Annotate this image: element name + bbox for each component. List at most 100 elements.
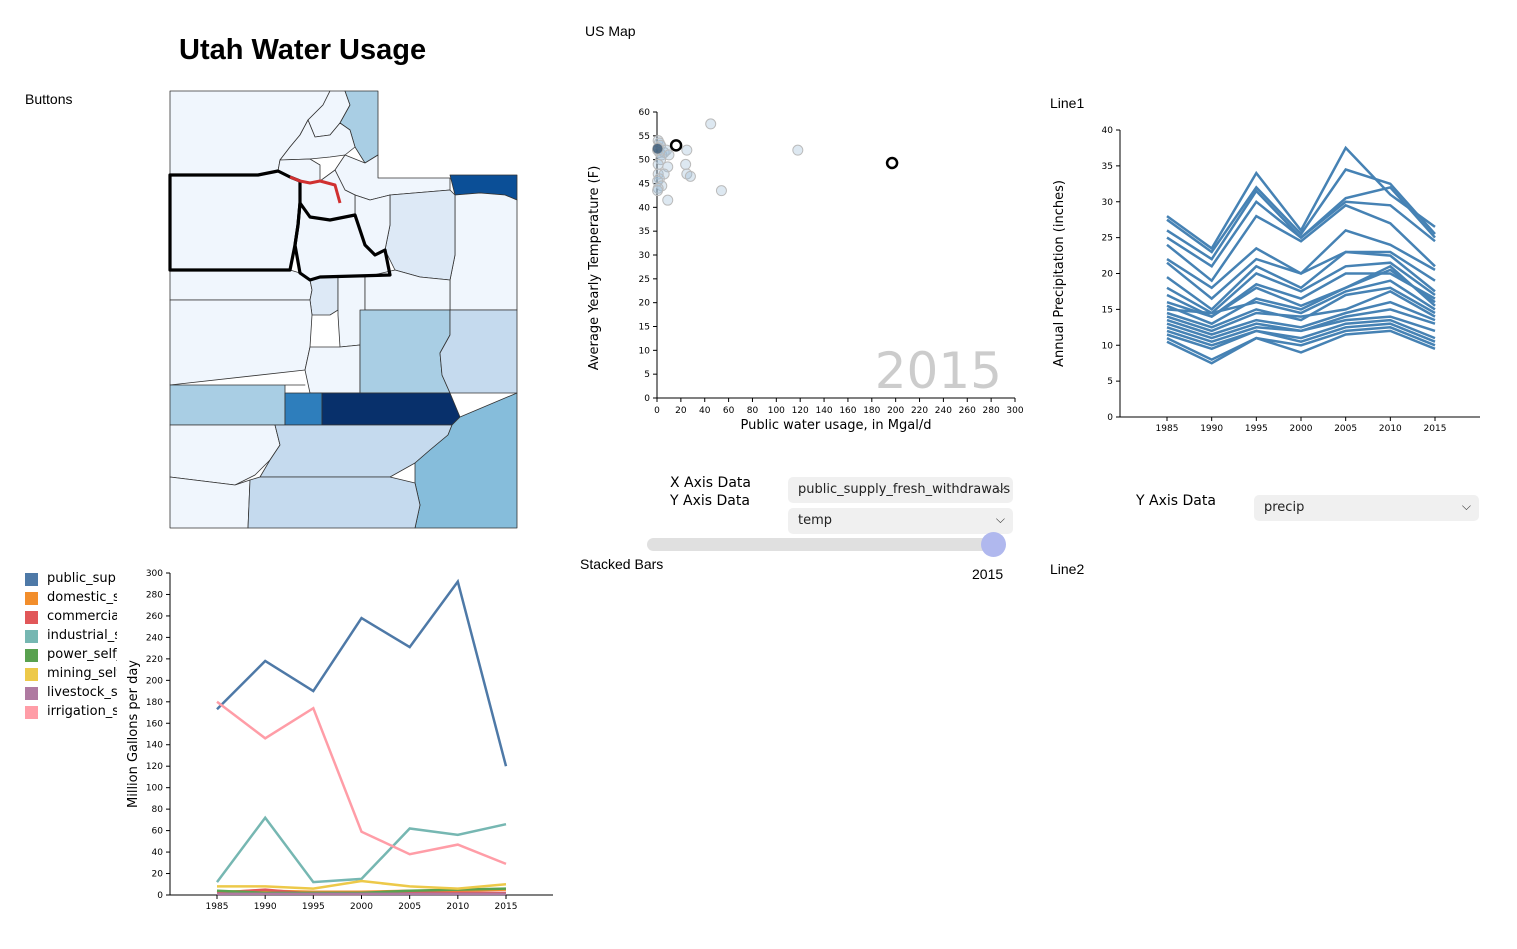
scatter-point[interactable] xyxy=(715,185,727,197)
series-legend: public_supply_fresh_withdrawals domestic_… xyxy=(25,570,117,722)
legend-swatch xyxy=(25,649,38,662)
county-grand[interactable] xyxy=(439,309,518,394)
series-line[interactable] xyxy=(1166,250,1436,301)
y-tick-label: 15 xyxy=(1102,305,1113,315)
series-line[interactable] xyxy=(1166,199,1436,269)
scatter-point[interactable] xyxy=(663,149,675,161)
series-line[interactable] xyxy=(1166,268,1436,318)
legend-swatch xyxy=(25,611,38,624)
legend-label: industrial_self_supplied xyxy=(47,628,117,643)
county-uintah[interactable] xyxy=(449,192,518,311)
x-tick-label: 2010 xyxy=(446,902,469,912)
legend-swatch xyxy=(25,687,38,700)
county-tooele[interactable] xyxy=(169,170,301,271)
scatter-point[interactable] xyxy=(792,144,804,156)
line-y-axis-select[interactable]: precip ⌵ xyxy=(1254,495,1479,521)
water-usage-line-chart: 0 20 40 60 80 100 120 140 160 180 200 220 240 260 280 3… xyxy=(126,569,553,912)
legend-item[interactable]: commercial_self_supplied xyxy=(25,608,117,627)
y-tick-label: 40 xyxy=(152,848,164,858)
scatter-point[interactable] xyxy=(680,158,692,170)
x-tick-label: 160 xyxy=(839,406,856,416)
legend-item[interactable]: domestic_self_supplied xyxy=(25,589,117,608)
y-tick-label: 10 xyxy=(1102,341,1114,351)
x-axis-data-label: X Axis Data xyxy=(670,475,751,491)
series-line[interactable] xyxy=(1166,290,1436,333)
year-slider-track[interactable] xyxy=(647,538,1005,551)
legend-item[interactable]: public_supply_fresh_withdrawals xyxy=(25,570,117,589)
legend-label: mining_self_supplied xyxy=(47,666,117,681)
x-tick-label: 80 xyxy=(747,406,759,416)
scatter-point-selected[interactable] xyxy=(669,139,683,152)
series-line[interactable] xyxy=(1166,250,1436,312)
series-line[interactable] xyxy=(1166,300,1436,336)
county-juab-east[interactable] xyxy=(309,276,339,316)
x-tick-label: 1985 xyxy=(1156,424,1179,434)
scatter-point[interactable] xyxy=(652,143,663,154)
x-tick-label: 2015 xyxy=(1424,424,1447,434)
legend-item[interactable]: livestock_self_supplied xyxy=(25,684,117,703)
scatter-point[interactable] xyxy=(662,194,674,206)
scatter-point-selected[interactable] xyxy=(885,156,899,170)
series-line[interactable] xyxy=(1166,315,1436,344)
scatter-point[interactable] xyxy=(705,118,717,130)
x-tick-label: 60 xyxy=(723,406,735,416)
x-tick-label: 2005 xyxy=(1334,424,1357,434)
year-slider-thumb[interactable] xyxy=(981,532,1006,557)
x-tick-label: 1990 xyxy=(1200,424,1223,434)
legend-item[interactable]: industrial_self_supplied xyxy=(25,627,117,646)
legend-item[interactable]: power_self_supplied xyxy=(25,646,117,665)
page-title: Utah Water Usage xyxy=(179,34,427,66)
scatter-point[interactable] xyxy=(652,185,664,197)
series-line[interactable] xyxy=(1166,279,1436,315)
series-line[interactable] xyxy=(1166,322,1436,351)
county-juab[interactable] xyxy=(169,269,313,301)
y-axis-title: Million Gallons per day xyxy=(126,660,141,808)
series-line[interactable] xyxy=(1166,145,1436,251)
y-tick-label: 20 xyxy=(639,299,651,309)
y-tick-label: 160 xyxy=(146,719,163,729)
series-line[interactable] xyxy=(1166,326,1436,361)
x-tick-label: 40 xyxy=(699,406,711,416)
series-line[interactable] xyxy=(1166,318,1436,347)
series-line[interactable] xyxy=(216,700,507,866)
y-tick-label: 100 xyxy=(146,784,163,794)
x-axis-select[interactable]: public_supply_fresh_withdrawals ⌵ xyxy=(788,477,1013,503)
line2-section-label: Line2 xyxy=(1050,561,1085,577)
series-line[interactable] xyxy=(217,879,507,890)
x-tick-label: 2000 xyxy=(1290,424,1313,434)
county-washington[interactable] xyxy=(169,476,251,529)
y-tick-label: 300 xyxy=(146,569,163,579)
y-tick-label: 20 xyxy=(1102,270,1114,280)
legend-item[interactable]: irrigation_self_supplied xyxy=(25,703,117,722)
legend-item[interactable]: mining_self_supplied xyxy=(25,665,117,684)
county-emery[interactable] xyxy=(359,309,451,394)
series-line[interactable] xyxy=(1166,168,1436,254)
x-tick-label: 260 xyxy=(959,406,976,416)
x-tick-label: 240 xyxy=(935,406,952,416)
y-axis-select[interactable]: temp ⌵ xyxy=(788,508,1013,534)
scatter-point[interactable] xyxy=(652,158,664,170)
y-tick-label: 20 xyxy=(152,870,164,880)
series-line[interactable] xyxy=(1166,286,1436,329)
series-line[interactable] xyxy=(216,578,508,767)
scatter-point[interactable] xyxy=(681,144,693,156)
county-piute[interactable] xyxy=(284,392,323,426)
scatter-point[interactable] xyxy=(684,170,696,182)
y-tick-label: 140 xyxy=(146,741,163,751)
y-axis-title: Annual Precipitation (inches) xyxy=(1052,180,1067,367)
county-kane[interactable] xyxy=(247,476,421,529)
series-line[interactable] xyxy=(1166,203,1436,283)
series-line[interactable] xyxy=(1166,329,1436,365)
highlighted-county-border xyxy=(289,175,342,204)
series-line[interactable] xyxy=(215,815,507,884)
x-tick-label: 2015 xyxy=(495,902,518,912)
y-tick-label: 55 xyxy=(639,132,650,142)
county-weber[interactable] xyxy=(279,119,356,161)
series-line[interactable] xyxy=(1166,264,1436,326)
y-tick-label: 45 xyxy=(639,180,650,190)
county-wayne[interactable] xyxy=(321,392,461,426)
county-sevier[interactable] xyxy=(304,344,361,394)
y-tick-label: 0 xyxy=(644,394,650,404)
county-millard[interactable] xyxy=(169,299,313,386)
county-duchesne[interactable] xyxy=(384,189,456,281)
